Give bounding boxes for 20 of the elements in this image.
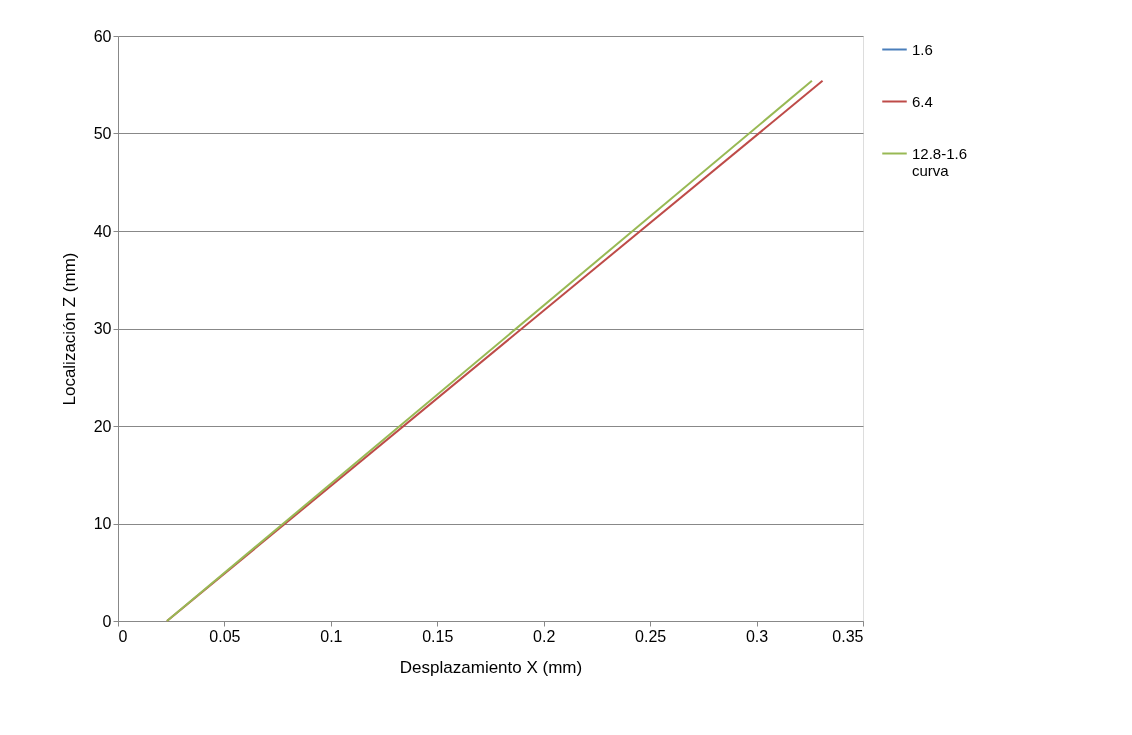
y-tick-label: 30 — [93, 320, 112, 337]
legend-label: 1.6 — [912, 40, 933, 58]
x-tick-label: 0.05 — [209, 627, 241, 645]
y-axis-title: Localización Z (mm) — [59, 252, 79, 406]
x-tick-label: 0.1 — [320, 627, 343, 645]
x-axis-title: Desplazamiento X (mm) — [399, 657, 583, 677]
x-tick-label: 0.25 — [635, 627, 667, 645]
legend-label: 6.4 — [912, 92, 933, 110]
y-tick-label: 20 — [93, 417, 112, 435]
x-tick-label: 0.15 — [422, 627, 454, 645]
x-tick-label: 0.35 — [832, 627, 864, 645]
y-tick-label: 50 — [93, 125, 112, 142]
x-tick-label: 0.3 — [745, 627, 769, 645]
y-tick-label: 40 — [93, 222, 112, 240]
legend-label: 12.8-1.6 curva — [912, 144, 968, 179]
y-tick-label: 0 — [102, 612, 112, 630]
x-tick-label: 0 — [118, 627, 128, 645]
x-tick-label: 0.2 — [533, 627, 556, 645]
y-tick-label: 60 — [93, 27, 112, 45]
y-tick-label: 10 — [93, 515, 112, 532]
